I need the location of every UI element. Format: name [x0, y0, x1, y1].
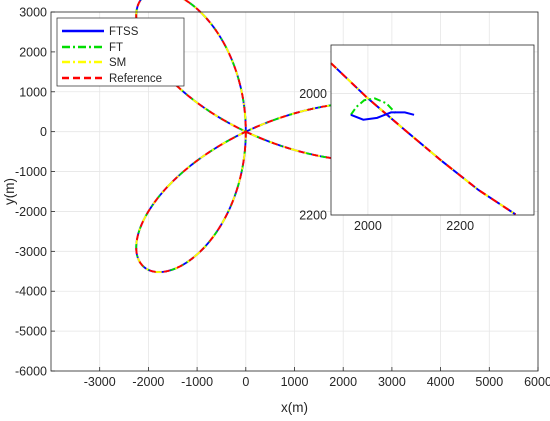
- plot-area-frame: [50, 11, 539, 372]
- y-tick-label: 2000: [19, 45, 47, 59]
- legend-label-ft: FT: [109, 42, 123, 54]
- x-tick-label: 4000: [427, 375, 455, 389]
- legend-label-sm: SM: [109, 57, 126, 69]
- x-tick-label: -3000: [84, 375, 116, 389]
- inset-reference-trajectory: [330, 62, 517, 216]
- y-tick-label: -4000: [15, 285, 47, 299]
- x-tick-label: 6000: [524, 375, 550, 389]
- y-tick-label: -2000: [15, 205, 47, 219]
- tick-labels: -3000 -2000 -1000 0 1000 2000 3000 4000 5000 6000…: [15, 6, 550, 390]
- inset-x-tick-label: 2200: [446, 219, 474, 233]
- legend-label-reference: Reference: [109, 73, 162, 85]
- inset-zoom-plot: 2000 2200 2000 2200: [299, 44, 535, 233]
- inset-background: [331, 45, 534, 215]
- y-axis-label: y(m): [2, 178, 17, 205]
- x-tick-label: 0: [242, 375, 249, 389]
- x-tick-label: 3000: [378, 375, 406, 389]
- inset-ft-trajectory: [350, 97, 397, 116]
- y-tick-label: 1000: [19, 85, 47, 99]
- x-tick-label: 5000: [475, 375, 503, 389]
- inset-y-tick-label: 2200: [299, 209, 327, 223]
- x-axis-label: x(m): [281, 400, 308, 415]
- x-tick-label: 1000: [281, 375, 309, 389]
- x-tick-label: -2000: [132, 375, 164, 389]
- legend-box: [56, 17, 185, 87]
- y-tick-label: 3000: [19, 6, 47, 20]
- y-tick-label: -3000: [15, 245, 47, 259]
- legend: FTSS FT SM Reference: [56, 17, 185, 87]
- legend-label-ftss: FTSS: [109, 26, 139, 38]
- y-tick-label: 0: [40, 125, 47, 139]
- y-tick-label: -6000: [15, 365, 47, 379]
- x-tick-label: -1000: [181, 375, 213, 389]
- inset-x-tick-label: 2000: [354, 219, 382, 233]
- inset-ftss-trajectory: [350, 111, 415, 121]
- inset-frame: [330, 44, 535, 216]
- y-tick-label: -1000: [15, 165, 47, 179]
- x-tick-label: 2000: [329, 375, 357, 389]
- inset-y-tick-label: 2000: [299, 87, 327, 101]
- y-tick-label: -5000: [15, 325, 47, 339]
